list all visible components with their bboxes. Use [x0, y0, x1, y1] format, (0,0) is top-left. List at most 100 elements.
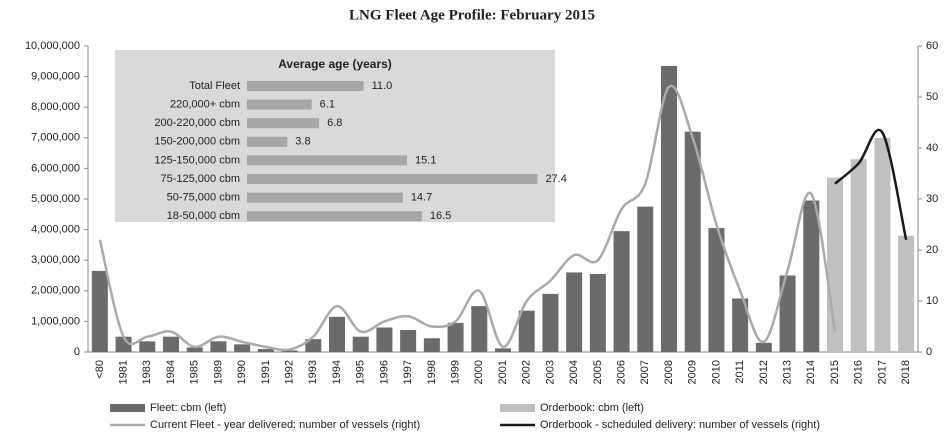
y-tick-label: 4,000,000: [31, 224, 80, 236]
y-tick-label: 7,000,000: [31, 132, 80, 144]
x-tick-label: 2008: [663, 360, 675, 384]
x-tick-label: 2004: [568, 360, 580, 384]
y2-tick-label: 60: [926, 40, 938, 52]
y2-tick-label: 30: [926, 193, 938, 205]
x-tick-label: 2017: [876, 360, 888, 384]
y2-tick-label: 20: [926, 244, 938, 256]
inset-label: 75-125,000 cbm: [161, 173, 241, 185]
y-tick-label: 8,000,000: [31, 101, 80, 113]
inset-bar: [247, 174, 538, 184]
x-tick-label: 1985: [189, 360, 201, 384]
x-tick-label: 1999: [449, 360, 461, 384]
x-tick-label: 1991: [260, 360, 272, 384]
x-tick-label: 2002: [521, 360, 533, 384]
bar: [257, 348, 274, 352]
bar: [305, 339, 322, 352]
x-tick-label: 1984: [165, 360, 177, 384]
inset-label: 18-50,000 cbm: [167, 210, 240, 222]
inset-value-label: 3.8: [295, 136, 310, 148]
x-tick-label: 1996: [378, 360, 390, 384]
inset-label: Total Fleet: [189, 80, 240, 92]
y2-tick-label: 10: [926, 295, 938, 307]
x-tick-label: 2005: [592, 360, 604, 384]
bar: [566, 272, 583, 352]
y2-tick-label: 40: [926, 142, 938, 154]
inset-value-label: 15.1: [415, 154, 436, 166]
x-tick-label: 2012: [758, 360, 770, 384]
x-tick-label: 2003: [544, 360, 556, 384]
y-tick-label: 1,000,000: [31, 315, 80, 327]
y-tick-label: 3,000,000: [31, 254, 80, 266]
inset-value-label: 11.0: [372, 80, 393, 92]
y-tick-label: 9,000,000: [31, 71, 80, 83]
line: [834, 128, 908, 241]
x-tick-label: 2001: [497, 360, 509, 384]
x-tick-label: 1997: [402, 360, 414, 384]
x-tick-label: 1994: [331, 360, 343, 384]
bar: [708, 228, 725, 352]
line: [98, 84, 837, 352]
legend-swatch: [110, 404, 145, 412]
bar: [518, 310, 535, 352]
bar: [684, 131, 701, 352]
x-tick-label: 1989: [212, 360, 224, 384]
bar: [352, 336, 369, 352]
x-tick-label: 1998: [426, 360, 438, 384]
x-tick-label: 2007: [639, 360, 651, 384]
inset-bar: [247, 155, 408, 166]
bar: [661, 65, 677, 352]
inset-bar: [247, 211, 422, 222]
bar: [850, 159, 867, 352]
chart-title: LNG Fleet Age Profile: February 2015: [349, 7, 595, 23]
inset-value-label: 14.7: [411, 192, 432, 204]
x-tick-label: 1992: [283, 360, 295, 384]
x-tick-label: 2013: [781, 360, 793, 384]
x-tick-label: 1995: [355, 360, 367, 384]
x-tick-label: 1993: [307, 360, 319, 384]
inset-value-label: 27.4: [545, 173, 566, 185]
bar: [495, 348, 511, 352]
inset-title: Average age (years): [278, 57, 392, 71]
legend-label: Fleet: cbm (left): [150, 402, 226, 414]
inset-bar: [247, 136, 288, 147]
bar: [329, 316, 345, 352]
bar: [163, 336, 179, 352]
x-tick-label: 2009: [687, 360, 699, 384]
bar: [779, 275, 796, 352]
bar: [898, 235, 915, 352]
bar: [115, 336, 132, 352]
bar: [400, 329, 417, 352]
legend-swatch: [500, 404, 535, 412]
y2-tick-label: 50: [926, 91, 938, 103]
x-tick-label: 1981: [117, 360, 129, 384]
x-tick-label: 1983: [141, 360, 153, 384]
y2-tick-label: 0: [926, 346, 932, 358]
bar: [281, 350, 298, 352]
legend-label: Orderbook: cbm (left): [540, 402, 644, 414]
inset-bar: [247, 192, 403, 203]
bar: [139, 341, 156, 352]
y-tick-label: 5,000,000: [31, 193, 80, 205]
bar: [589, 273, 606, 352]
y-tick-label: 0: [74, 346, 80, 358]
bar: [732, 298, 749, 352]
inset-label: 50-75,000 cbm: [167, 192, 240, 204]
inset-value-label: 6.1: [320, 99, 335, 111]
y-tick-label: 2,000,000: [31, 285, 80, 297]
bar: [637, 206, 654, 352]
x-tick-label: 1990: [236, 360, 248, 384]
inset-bar: [247, 99, 312, 110]
bar: [755, 342, 772, 352]
x-tick-label: 2011: [734, 360, 746, 384]
x-tick-label: 2000: [473, 360, 485, 384]
inset-label: 125-150,000 cbm: [154, 154, 240, 166]
x-tick-label: 2006: [615, 360, 627, 384]
inset-label: 220,000+ cbm: [170, 99, 240, 111]
bar: [186, 347, 203, 352]
legend-label: Orderbook - scheduled delivery: number o…: [540, 419, 820, 431]
inset-bar: [247, 81, 364, 91]
x-tick-label: <80: [94, 360, 106, 379]
bar: [91, 270, 108, 352]
inset-bar: [247, 118, 320, 129]
